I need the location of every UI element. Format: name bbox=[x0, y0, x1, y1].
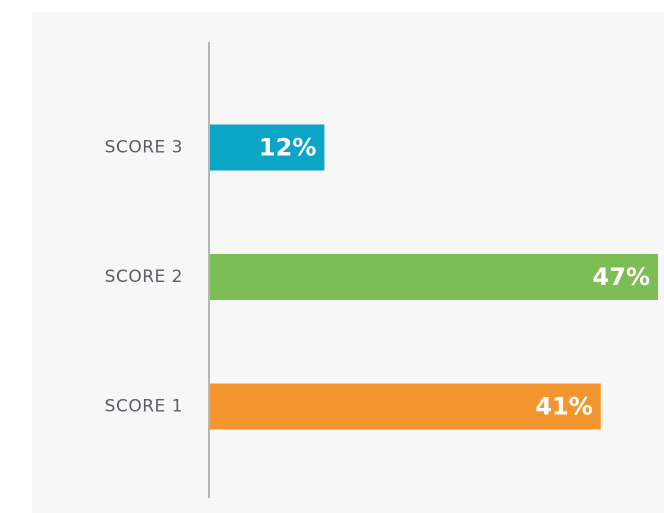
value-label: 47% bbox=[593, 263, 650, 291]
bar bbox=[210, 124, 325, 171]
category-label: SCORE 1 bbox=[105, 397, 183, 417]
category-label: SCORE 3 bbox=[105, 138, 183, 158]
bar bbox=[210, 383, 601, 430]
value-label: 12% bbox=[259, 134, 316, 162]
bar bbox=[210, 254, 658, 300]
category-label: SCORE 2 bbox=[105, 267, 183, 287]
value-label: 41% bbox=[535, 393, 592, 421]
